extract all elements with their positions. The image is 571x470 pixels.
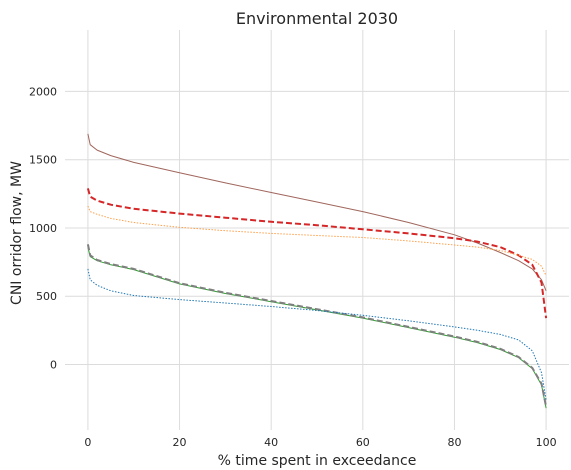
y-tick-label-1: 500 (36, 290, 57, 303)
series-line-1 (86, 188, 548, 319)
y-tick-labels: 0 500 1000 1500 2000 (29, 85, 57, 371)
x-tick-label-3: 60 (356, 436, 370, 449)
x-tick-labels: 0 20 40 60 80 100 (84, 436, 556, 449)
series-layer (86, 133, 548, 409)
series-line-2 (87, 205, 547, 276)
series-line-0 (87, 133, 547, 291)
x-tick-label-5: 100 (536, 436, 557, 449)
x-tick-label-1: 20 (173, 436, 187, 449)
x-tick-label-2: 40 (264, 436, 278, 449)
y-tick-label-2: 1000 (29, 222, 57, 235)
plot-area (65, 30, 569, 430)
series-line-5 (87, 268, 547, 401)
x-axis-label: % time spent in exceedance (218, 453, 417, 469)
chart-title: Environmental 2030 (236, 9, 398, 28)
y-tick-label-4: 2000 (29, 85, 57, 98)
x-tick-label-4: 80 (447, 436, 461, 449)
y-tick-label-3: 1500 (29, 154, 57, 167)
y-axis-label: CNI orridor flow, MW (9, 161, 25, 305)
series-line-4 (86, 244, 548, 407)
grid-lines (65, 30, 569, 430)
y-tick-label-0: 0 (50, 358, 57, 371)
x-tick-label-0: 0 (84, 436, 91, 449)
